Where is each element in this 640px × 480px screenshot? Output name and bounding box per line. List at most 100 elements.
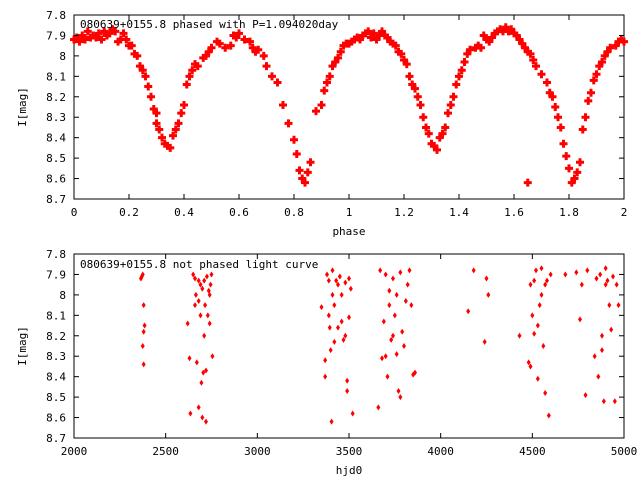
phased-data-point [350,35,359,44]
phased-y-tick-label: 7.8 [46,9,66,22]
phased-data-point [452,80,461,89]
phased-data-point [581,113,590,122]
phased-data-point [221,43,230,52]
unphased-y-tick-label: 8.2 [46,330,66,343]
phased-x-tick-label: 1.2 [394,206,414,219]
unphased-x-axis-label: hjd0 [336,464,363,477]
phased-data-point [303,168,312,177]
unphased-data-point [142,322,147,329]
unphased-data-point [532,330,537,337]
phased-data-point [100,27,109,36]
phased-data-point [592,70,601,79]
phased-data-point [466,45,474,54]
unphased-data-point [517,332,522,339]
phased-data-point [188,66,197,75]
phased-data-point [394,47,403,56]
phased-data-point [611,41,620,50]
phased-data-point [372,35,381,44]
phased-data-point [532,62,540,71]
phased-data-point [408,80,417,89]
unphased-y-tick-label: 8.5 [46,391,66,404]
phased-data-point [325,72,334,81]
unphased-data-point [598,271,603,278]
phased-data-point [411,84,419,93]
unphased-data-point [616,302,621,309]
phased-data-point [438,129,447,138]
unphased-data-point [198,281,203,288]
phased-data-point [430,141,439,150]
unphased-data-point [334,277,339,284]
phased-x-tick-label: 0 [71,206,78,219]
unphased-data-point [612,398,617,405]
phased-data-point [482,35,491,44]
unphased-data-point [543,281,548,288]
phased-data-point [336,47,345,56]
phased-data-point [479,31,488,40]
unphased-y-ticks: 7.8 7.9 8 8.1 8.2 8.3 8.4 8.5 8.6 8.7 [46,248,624,445]
phased-data-point [565,164,573,173]
unphased-data-point [196,298,201,305]
unphased-data-point [381,318,386,325]
phased-data-point [361,29,370,38]
phased-data-point [402,60,411,69]
unphased-data-point [407,267,412,274]
unphased-data-point [603,281,608,288]
unphased-data-point [204,273,209,280]
phased-data-point [92,33,100,42]
phased-data-point [441,123,450,132]
unphased-data-point [339,291,344,298]
unphased-data-point [336,324,340,331]
unphased-data-point [327,324,332,331]
unphased-data-point [541,343,546,349]
phased-data-point [312,107,320,116]
phased-data-point [215,39,224,48]
phased-data-point [496,25,505,34]
unphased-data-point [378,267,383,274]
unphased-data-point [607,302,612,309]
phased-data-point [620,37,628,46]
unphased-x-ticks: 2000 2500 3000 3500 4000 4500 5000 [61,254,637,458]
phased-data-point [246,37,254,46]
phased-data-point [433,145,441,154]
unphased-y-axis-label: I[mag] [16,326,29,366]
phased-data-point [191,60,199,69]
unphased-data-point [191,271,196,278]
phased-data-point [422,123,430,132]
phased-data-point [122,35,131,44]
unphased-data-point [323,373,328,380]
unphased-x-tick-label: 3000 [244,445,271,458]
unphased-data-point [400,328,405,335]
phased-x-tick-label: 1 [346,206,353,219]
unphased-data-points [138,265,621,425]
unphased-data-point [194,359,199,366]
phased-data-point [290,135,298,144]
unphased-y-tick-label: 8.3 [46,350,66,363]
phased-data-point [295,166,304,175]
phased-data-point [386,37,395,46]
unphased-data-point [205,312,210,319]
phased-data-point [298,174,307,183]
phased-data-point [273,78,282,87]
phased-data-point [136,62,144,71]
phased-data-point [185,72,194,81]
phased-data-point [614,37,623,46]
phased-data-point [600,51,609,60]
unphased-data-point [391,332,395,339]
phased-data-point [512,31,521,40]
phased-y-tick-label: 8 [59,50,66,63]
phased-data-point [413,92,422,101]
unphased-data-point [539,291,544,298]
unphased-data-point [405,281,410,288]
unphased-data-point [578,316,582,323]
unphased-data-point [193,302,197,309]
unphased-data-point [185,320,190,327]
phased-data-point [523,178,532,187]
phased-data-point [347,37,356,46]
phased-data-point [474,41,483,50]
phased-data-point [169,131,177,140]
unphased-data-point [345,387,350,394]
unphased-data-point [140,271,145,278]
phased-data-point [576,158,584,167]
phased-data-points [70,23,628,187]
phased-data-point [551,103,560,111]
